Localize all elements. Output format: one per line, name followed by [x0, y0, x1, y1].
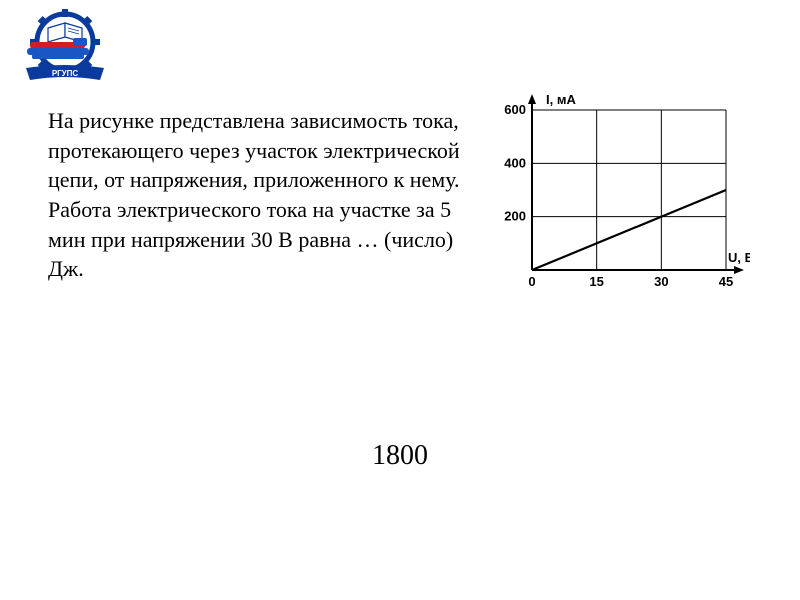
university-logo: РГУПС [20, 6, 110, 86]
banner-icon: РГУПС [26, 65, 104, 80]
svg-text:I, мА: I, мА [546, 92, 576, 107]
answer-value: 1800 [0, 440, 800, 472]
slide: РГУПС На рисунке представлена зависимост… [0, 0, 800, 600]
problem-para-1: На рисунке представлена зависимость тока… [48, 108, 460, 192]
svg-text:30: 30 [654, 274, 668, 289]
svg-text:0: 0 [528, 274, 535, 289]
iv-chart: 0 15 30 45 200 400 600 I, мА U, B [490, 90, 750, 300]
svg-text:200: 200 [504, 209, 526, 224]
svg-text:U, B: U, B [728, 250, 750, 265]
svg-text:400: 400 [504, 155, 526, 170]
problem-para-2: Работа электрического тока на участке за… [48, 197, 453, 281]
banner-label: РГУПС [52, 69, 79, 78]
svg-text:15: 15 [589, 274, 603, 289]
problem-text: На рисунке представлена зависимость тока… [48, 106, 468, 284]
svg-text:600: 600 [504, 102, 526, 117]
svg-text:45: 45 [719, 274, 733, 289]
